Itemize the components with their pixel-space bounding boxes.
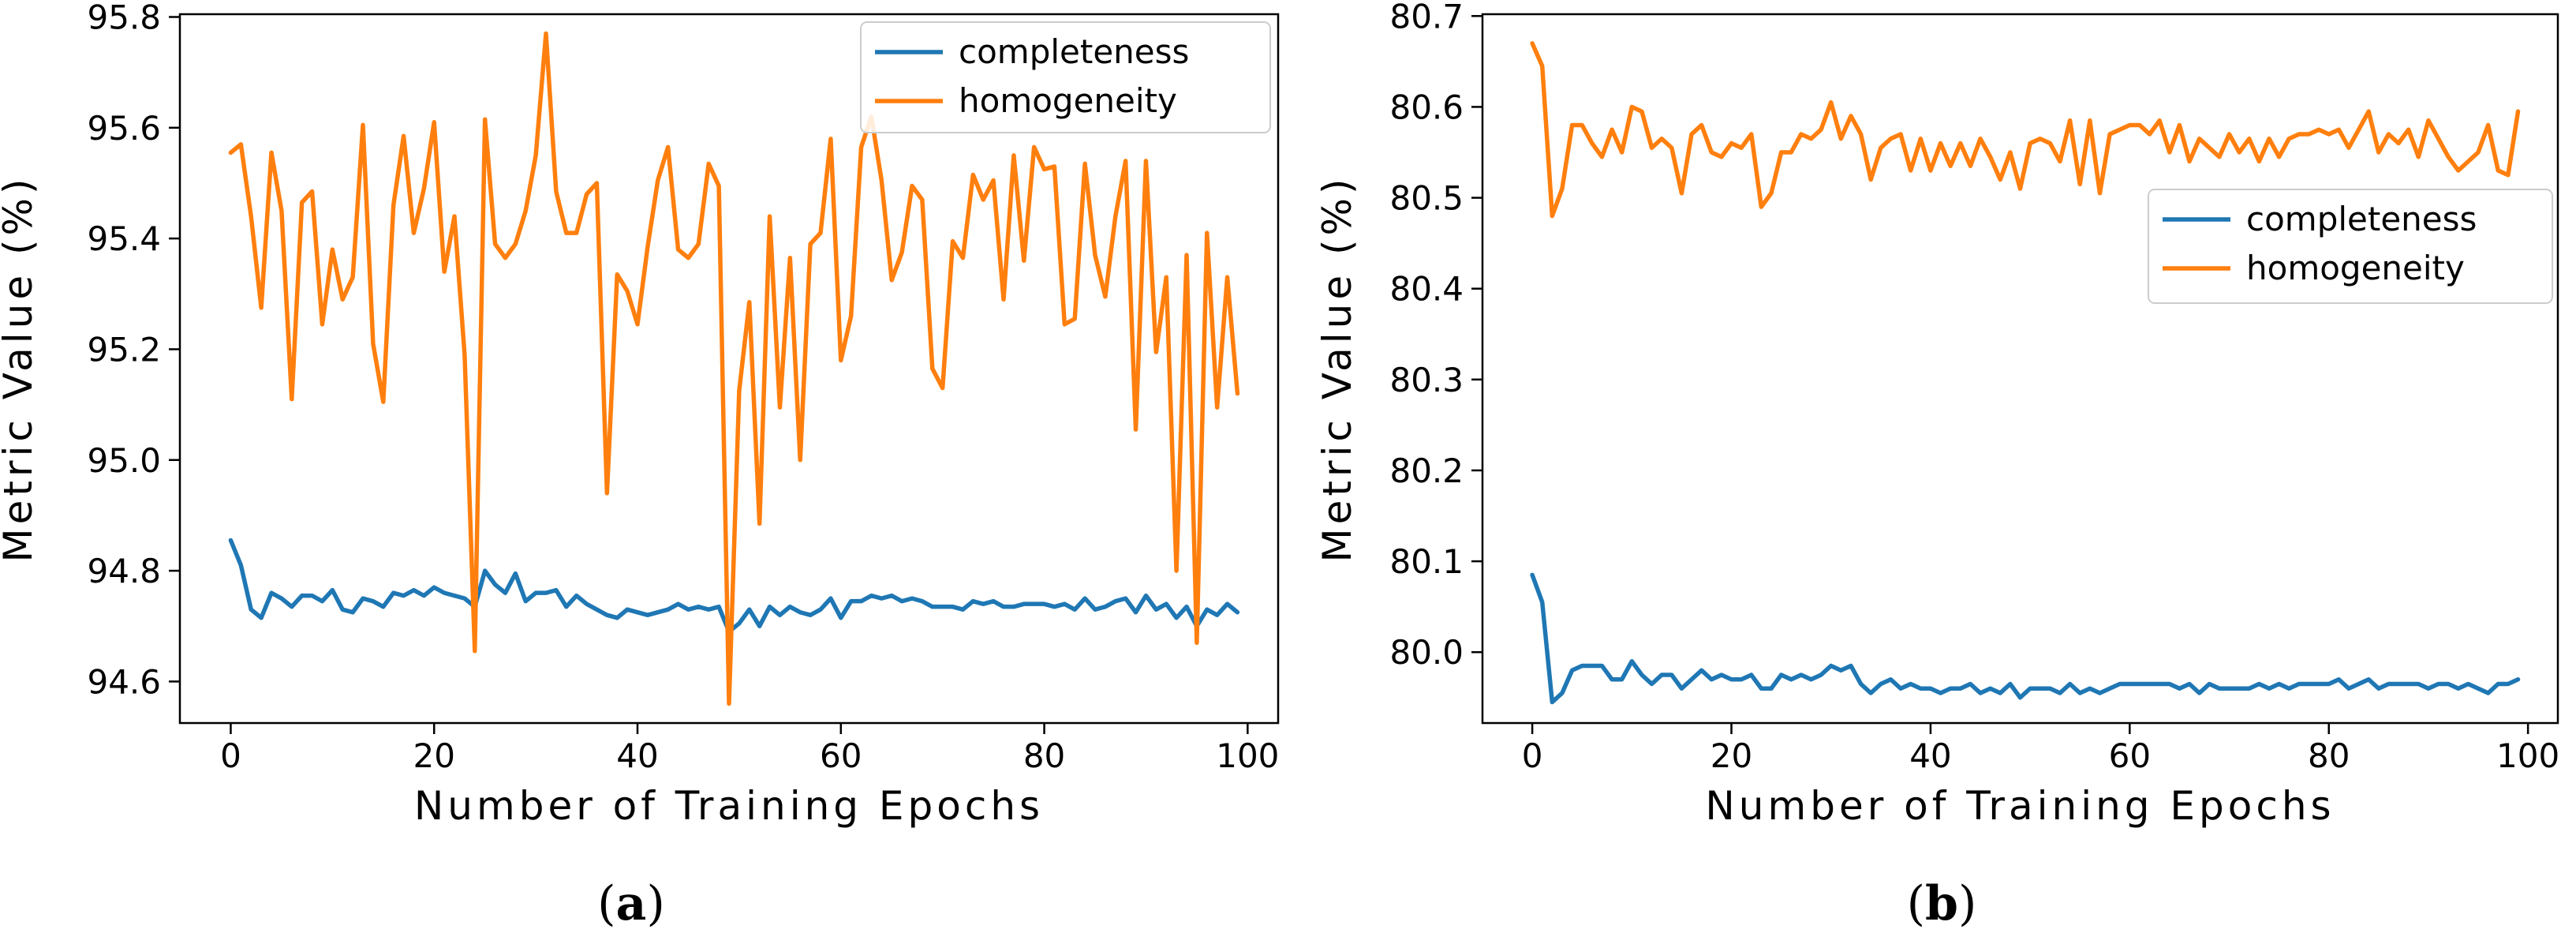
chart-panel-b: 0 20 40 60 80 100 80.0 80.1 80.2 80.3 80.4 80.5 80.6… <box>1314 0 2559 931</box>
series-line-completeness <box>228 538 1240 634</box>
legend: completeness homogeneity <box>2148 189 2553 304</box>
panel-caption-close: ) <box>1958 876 1976 931</box>
y-tick-label: 94.6 <box>87 662 161 701</box>
y-tick-label: 95.2 <box>87 330 161 369</box>
panel-caption-open: ( <box>1907 876 1925 931</box>
x-tick-label: 80 <box>2308 736 2350 775</box>
series-line-homogeneity <box>228 31 1240 706</box>
x-tick-label: 0 <box>1522 736 1543 775</box>
x-tick-label: 80 <box>1023 736 1065 775</box>
panel-caption: (a) <box>597 876 665 931</box>
x-tick-label: 20 <box>413 736 454 775</box>
x-tick-label: 60 <box>820 736 862 775</box>
y-tick-label: 95.6 <box>87 109 161 148</box>
y-tick-label: 95.4 <box>87 219 161 258</box>
panel-caption: (b) <box>1907 876 1977 931</box>
y-tick-label: 80.6 <box>1389 88 1464 126</box>
x-tick-label: 40 <box>1909 736 1951 775</box>
x-tick-label: 20 <box>1710 736 1752 775</box>
y-tick-label: 80.0 <box>1389 633 1464 672</box>
legend-label-completeness: completeness <box>959 32 1189 71</box>
panel-caption-letter: b <box>1925 876 1958 931</box>
x-tick-label: 0 <box>220 736 241 775</box>
legend: completeness homogeneity <box>860 21 1271 133</box>
x-tick-label: 60 <box>2109 736 2151 775</box>
x-tick-label: 40 <box>616 736 658 775</box>
y-tick-label: 80.5 <box>1389 179 1464 218</box>
y-tick-label: 94.8 <box>87 552 161 590</box>
y-tick-label: 80.2 <box>1389 452 1464 490</box>
legend-label-homogeneity: homogeneity <box>959 81 1177 120</box>
y-tick-label: 80.1 <box>1389 542 1464 581</box>
panel-caption-close: ) <box>646 876 664 931</box>
y-tick-label: 95.8 <box>87 0 161 37</box>
legend-box <box>2148 189 2553 304</box>
y-tick-label: 80.4 <box>1389 270 1464 309</box>
panel-caption-open: ( <box>597 876 615 931</box>
plot-frame <box>1481 13 2559 725</box>
series-line-completeness <box>1530 572 2521 705</box>
y-tick-label: 80.3 <box>1389 361 1464 399</box>
panel-caption-letter: a <box>616 876 647 931</box>
x-axis-label: Number of Training Epochs <box>414 783 1044 829</box>
chart-panel-a: 0 20 40 60 80 100 94.6 94.8 95.0 95.2 95.4 95.6 95.8… <box>0 0 1279 931</box>
y-tick-label: 95.0 <box>87 441 161 480</box>
y-axis-label: Metric Value (%) <box>0 174 41 562</box>
series-line-homogeneity <box>1530 41 2521 219</box>
legend-box <box>860 21 1271 133</box>
x-axis-label: Number of Training Epochs <box>1705 783 2335 829</box>
y-axis-label: Metric Value (%) <box>1314 174 1360 562</box>
x-tick-label: 100 <box>2496 736 2559 775</box>
y-tick-label: 80.7 <box>1389 0 1464 36</box>
legend-label-completeness: completeness <box>2246 200 2477 238</box>
x-tick-label: 100 <box>1216 736 1279 775</box>
legend-label-homogeneity: homogeneity <box>2246 249 2465 287</box>
